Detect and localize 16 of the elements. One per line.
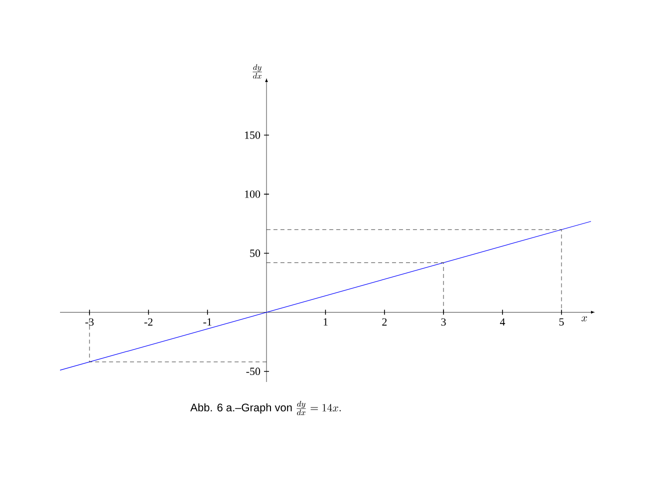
x-tick-label: 3 — [441, 318, 446, 326]
y-tick-label: 150 — [245, 131, 260, 139]
x-tick-label: 5 — [559, 318, 564, 326]
text: $\frac{dy}{dx} = 14x.$ — [296, 400, 341, 416]
x-tick-label: 4 — [500, 318, 506, 326]
x-tick-label: 1 — [324, 318, 328, 326]
y-axis-title: $\frac{dy}{dx}$ — [252, 64, 262, 79]
y-tick-label: 50 — [250, 250, 260, 257]
y-tick-label: 100 — [245, 190, 260, 198]
x-axis-title: $x$ — [582, 316, 587, 322]
x-tick-label: 2 — [382, 318, 387, 326]
x-tick-label: -3 — [85, 318, 94, 326]
y-tick-label: -50 — [246, 368, 260, 376]
x-tick-label: -2 — [144, 318, 152, 326]
caption: Abb. 6 a.–Graph von — [190, 403, 292, 414]
x-tick-label: -1 — [203, 318, 212, 326]
